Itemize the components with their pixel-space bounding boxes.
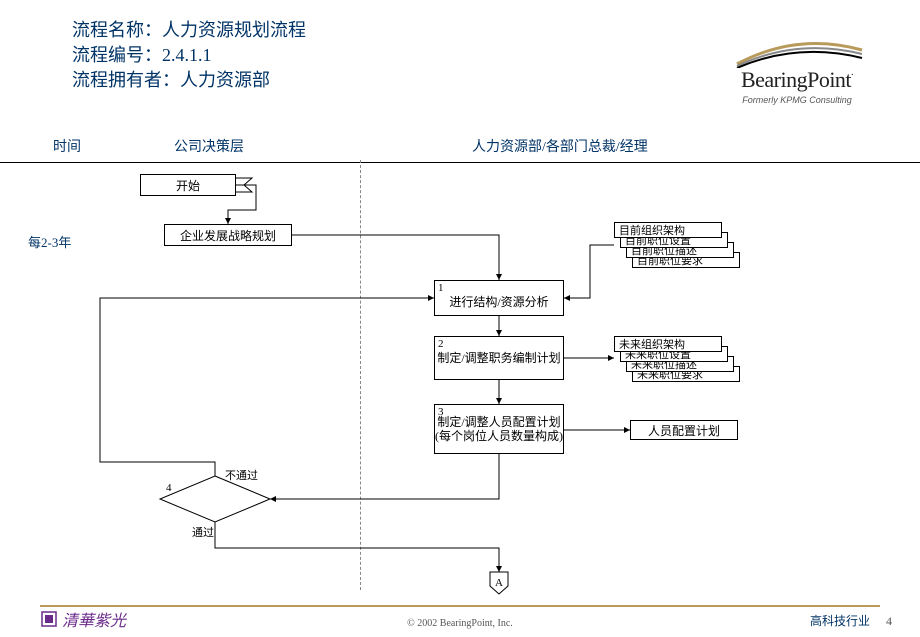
node-step3: 3 制定/调整人员配置计划(每个岗位人员数量构成) — [434, 404, 564, 454]
col-2: 人力资源部/各部门总裁/经理 — [472, 136, 648, 156]
swimlane-divider — [360, 160, 361, 590]
col-time: 时间 — [53, 136, 81, 156]
connector-a-label: A — [495, 577, 503, 589]
step2-num: 2 — [438, 338, 444, 350]
brand-logo: BearingPoint. Formerly KPMG Consulting — [712, 38, 882, 105]
doc-staffing: 人员配置计划 — [630, 420, 738, 440]
node-step1: 1 进行结构/资源分析 — [434, 280, 564, 316]
decision-label: 审核通过 — [192, 490, 240, 507]
col-1: 公司决策层 — [174, 136, 244, 156]
logo-text: BearingPoint. — [712, 67, 882, 93]
step1-num: 1 — [438, 282, 444, 294]
footer-divider — [40, 605, 880, 607]
footer-right: 高科技行业 — [810, 612, 870, 629]
logo-swoosh-icon — [727, 38, 867, 68]
process-header: 流程名称：人力资源规划流程 流程编号：2.4.1.1 流程拥有者：人力资源部 — [72, 18, 306, 94]
step3-label: 制定/调整人员配置计划(每个岗位人员数量构成) — [435, 415, 563, 444]
svg-text:4: 4 — [166, 482, 172, 494]
node-start-label: 开始 — [176, 177, 200, 194]
hdr-line1: 流程名称：人力资源规划流程 — [72, 18, 306, 43]
column-header-row: 时间 公司决策层 人力资源部/各部门总裁/经理 — [0, 136, 920, 163]
step2-label: 制定/调整职务编制计划 — [435, 351, 563, 365]
time-label-1: 每2-3年 — [28, 232, 71, 251]
logo-subtext: Formerly KPMG Consulting — [712, 95, 882, 105]
node-start: 开始 — [140, 174, 236, 196]
doc-future-1: 未来组织架构 — [614, 336, 722, 352]
page-number: 4 — [886, 614, 892, 629]
decision-fail: 不通过 — [225, 467, 258, 483]
footer-copyright: © 2002 BearingPoint, Inc. — [0, 618, 920, 629]
step1-label: 进行结构/资源分析 — [435, 295, 563, 309]
node-strategy: 企业发展战略规划 — [164, 224, 292, 246]
node-step2: 2 制定/调整职务编制计划 — [434, 336, 564, 380]
decision-pass: 通过 — [192, 524, 214, 540]
node-strategy-label: 企业发展战略规划 — [180, 227, 276, 244]
hdr-line2: 流程编号：2.4.1.1 — [72, 43, 306, 68]
doc-current-1: 目前组织架构 — [614, 222, 722, 238]
doc-staffing-label: 人员配置计划 — [648, 422, 720, 439]
hdr-line3: 流程拥有者：人力资源部 — [72, 68, 306, 93]
